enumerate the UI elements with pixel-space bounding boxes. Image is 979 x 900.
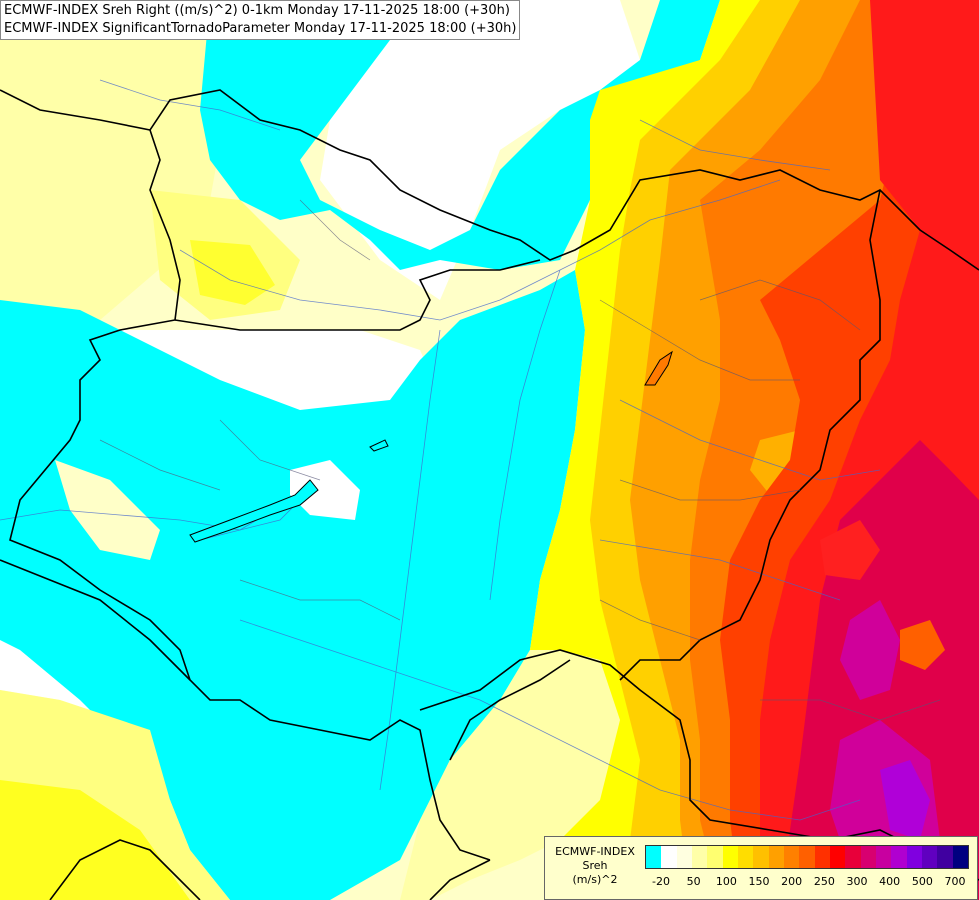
legend-tick-label: 50 xyxy=(686,875,701,888)
regional-borders xyxy=(99,199,941,721)
legend-swatch xyxy=(937,846,953,868)
legend-swatch xyxy=(691,846,708,868)
purple-region-south xyxy=(880,760,930,840)
legend-swatch xyxy=(814,846,830,868)
legend-swatch xyxy=(829,846,846,868)
legend-swatch xyxy=(722,846,738,868)
magenta-region-east xyxy=(840,600,900,700)
lake-balaton xyxy=(189,479,319,543)
legend-color-scale xyxy=(645,845,969,869)
legend-swatch xyxy=(768,846,784,868)
legend-swatch xyxy=(783,846,800,868)
legend-ticks: -20 50 100 150 200 250 300 400 500 700 xyxy=(645,875,969,891)
legend: ECMWF-INDEX Sreh (m/s)^2 -20 50 100 150 200 2… xyxy=(544,836,978,900)
legend-tick-label: 400 xyxy=(879,875,901,888)
legend-swatch xyxy=(707,846,723,868)
legend-label-line-1: ECMWF-INDEX xyxy=(555,845,635,858)
title-line-2: ECMWF-INDEX SignificantTornadoParameter … xyxy=(4,21,517,36)
legend-tick-label: 150 xyxy=(748,875,770,888)
cyan-region-north xyxy=(200,0,720,270)
title-line-1: ECMWF-INDEX Sreh Right ((m/s)^2) 0-1km M… xyxy=(4,3,510,18)
legend-swatch xyxy=(845,846,861,868)
title-box: ECMWF-INDEX Sreh Right ((m/s)^2) 0-1km M… xyxy=(0,0,521,40)
legend-swatch xyxy=(799,846,815,868)
legend-tick-label: 250 xyxy=(813,875,835,888)
legend-swatch xyxy=(676,846,692,868)
legend-swatch xyxy=(891,846,907,868)
legend-tick-label: 200 xyxy=(781,875,803,888)
red-blob-east xyxy=(820,520,880,580)
legend-swatch xyxy=(860,846,876,868)
orange-blob-se xyxy=(900,620,945,670)
legend-tick-label: 100 xyxy=(715,875,737,888)
yellow-region-sw-inner xyxy=(0,780,190,900)
legend-swatch xyxy=(921,846,938,868)
legend-swatch xyxy=(753,846,769,868)
legend-swatch xyxy=(737,846,754,868)
pale-yellow-south xyxy=(400,650,620,900)
rivers xyxy=(0,79,881,821)
legend-label-line-2: Sreh xyxy=(582,859,608,872)
legend-tick-label: 500 xyxy=(911,875,933,888)
legend-label-line-3: (m/s)^2 xyxy=(572,873,618,886)
legend-swatch xyxy=(906,846,922,868)
legend-tick-label: 700 xyxy=(944,875,966,888)
legend-tick-label: 300 xyxy=(846,875,868,888)
white-band-north xyxy=(320,0,640,300)
white-blob-center xyxy=(290,460,360,520)
lake-small xyxy=(369,439,389,452)
legend-swatch xyxy=(661,846,677,868)
legend-tick-label: -20 xyxy=(652,875,670,888)
legend-swatch xyxy=(646,846,662,868)
legend-label: ECMWF-INDEX Sreh (m/s)^2 xyxy=(549,845,641,887)
lake-east xyxy=(644,350,673,386)
legend-swatch xyxy=(875,846,892,868)
yellow-blob xyxy=(190,240,275,305)
legend-swatch xyxy=(952,846,968,868)
country-borders xyxy=(0,89,979,900)
pale-blob-west xyxy=(55,460,160,560)
